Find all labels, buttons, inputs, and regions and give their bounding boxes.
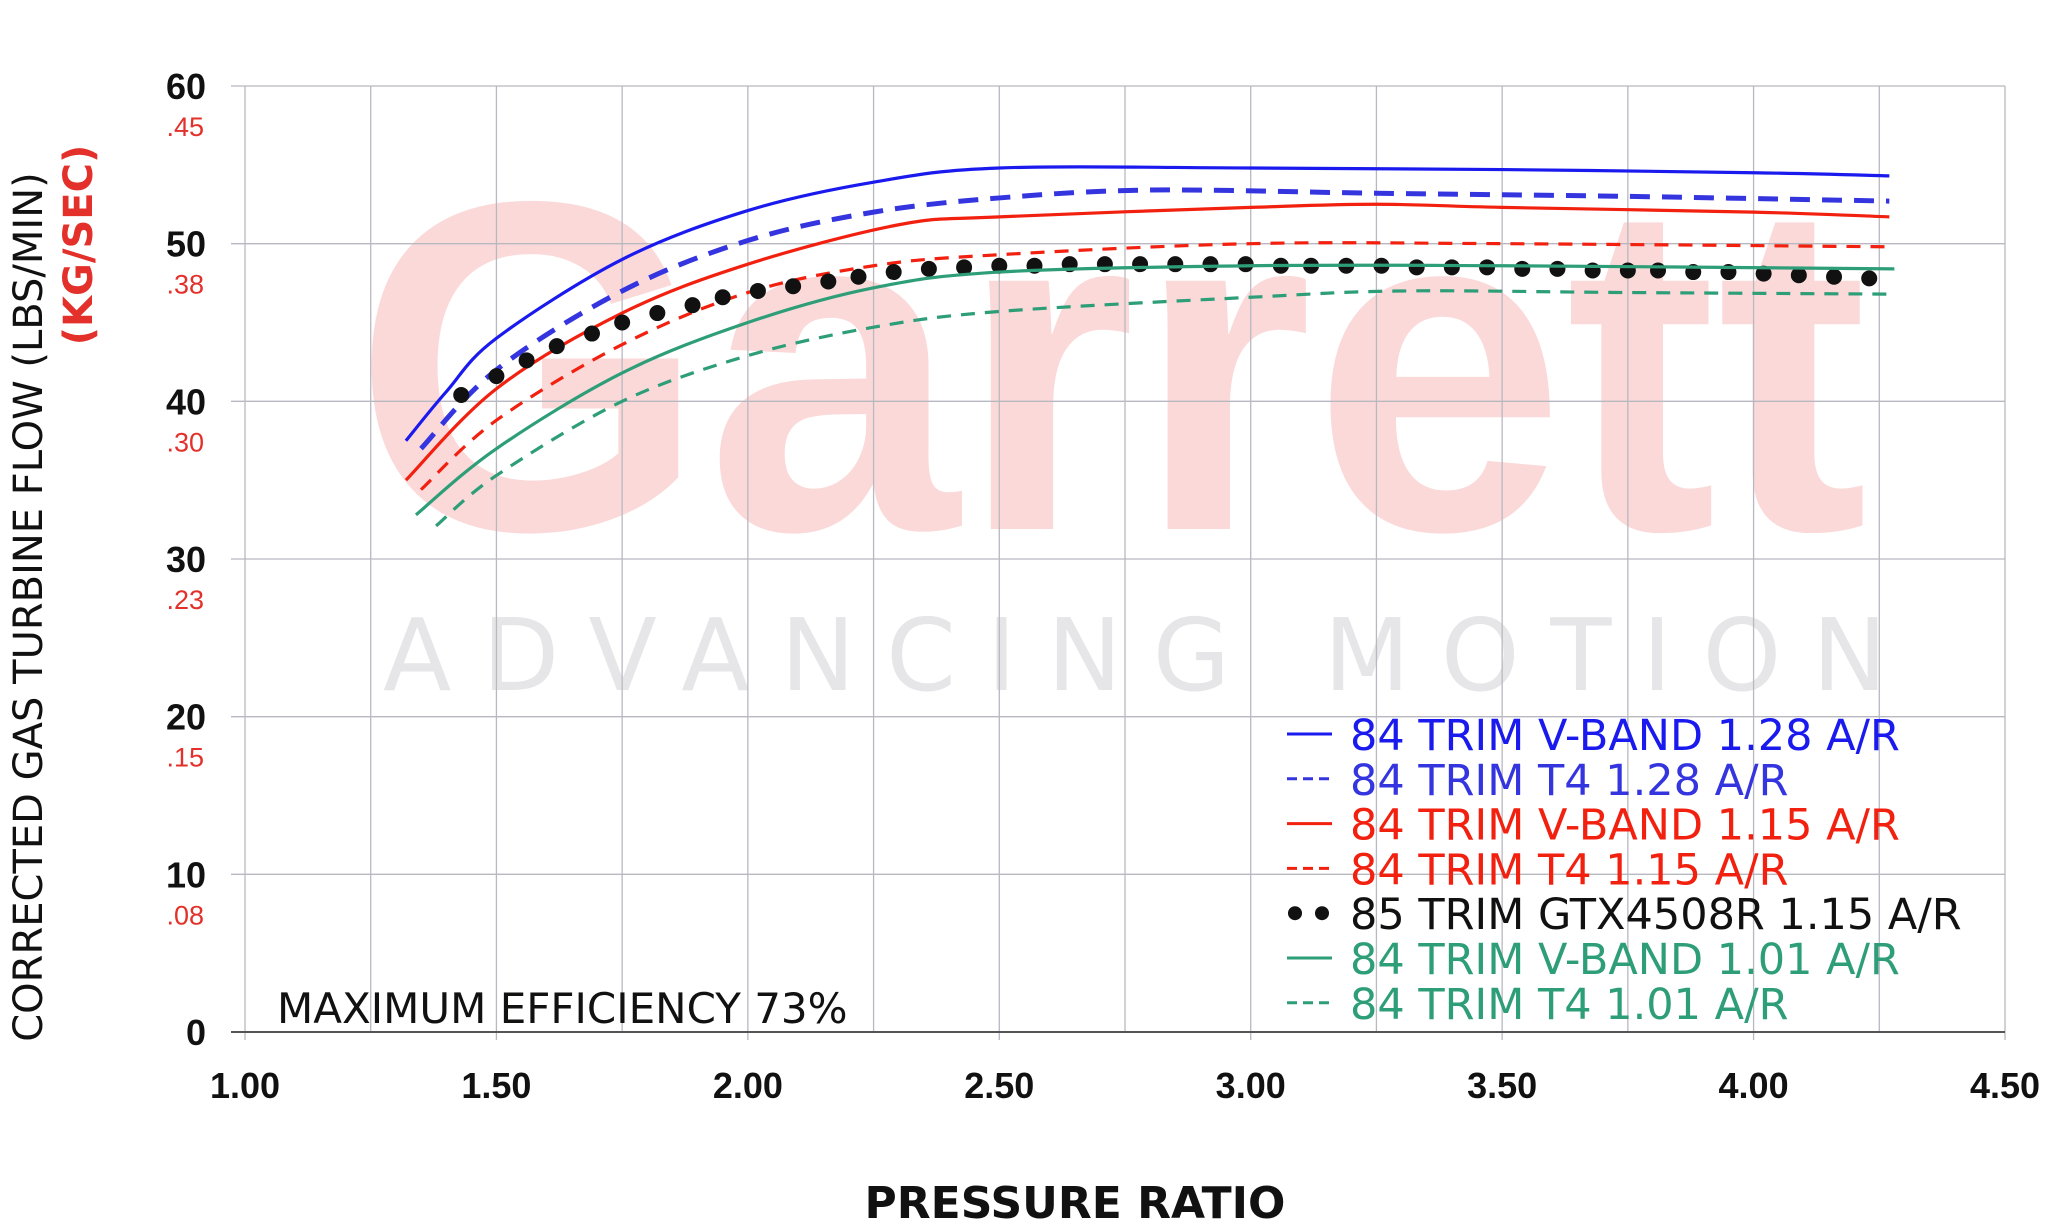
legend-item: 84 TRIM T4 1.01 A/R xyxy=(1287,980,1788,1030)
legend-item: 84 TRIM T4 1.28 A/R xyxy=(1287,756,1788,806)
x-tick-label: 2.00 xyxy=(713,1065,783,1106)
legend-item: 85 TRIM GTX4508R 1.15 A/R xyxy=(1288,890,1962,940)
data-point xyxy=(1443,259,1460,276)
data-point xyxy=(1650,262,1667,279)
x-tick-label: 3.50 xyxy=(1467,1065,1537,1106)
data-point xyxy=(1549,260,1566,277)
legend-label: 84 TRIM V-BAND 1.15 A/R xyxy=(1350,801,1900,851)
y-tick-label-secondary: .15 xyxy=(166,743,204,773)
data-point xyxy=(684,297,701,314)
data-point xyxy=(1514,260,1531,277)
y-tick-label-secondary: .45 xyxy=(166,112,204,142)
legend-item: 84 TRIM V-BAND 1.01 A/R xyxy=(1287,935,1900,985)
legend-label: 84 TRIM V-BAND 1.28 A/R xyxy=(1350,711,1900,761)
legend-item: 84 TRIM V-BAND 1.15 A/R xyxy=(1287,801,1900,851)
data-point xyxy=(1132,256,1149,273)
data-point xyxy=(1619,262,1636,279)
legend-item: 84 TRIM V-BAND 1.28 A/R xyxy=(1287,711,1900,761)
data-point xyxy=(820,273,837,290)
data-point xyxy=(1237,256,1254,273)
data-point xyxy=(1755,265,1772,282)
legend-label: 84 TRIM T4 1.01 A/R xyxy=(1350,980,1788,1030)
series-line xyxy=(419,241,1890,491)
y-tick-label-secondary: .23 xyxy=(166,585,204,615)
data-point xyxy=(785,278,802,295)
x-tick-label: 4.50 xyxy=(1970,1065,2040,1106)
x-tick-label: 4.00 xyxy=(1719,1065,1789,1106)
legend-label: 84 TRIM V-BAND 1.01 A/R xyxy=(1350,935,1900,985)
data-point xyxy=(453,387,470,404)
data-point xyxy=(991,257,1008,274)
y-tick-label: 60 xyxy=(166,66,206,107)
series-line xyxy=(419,187,1890,451)
garrett-watermark: Garrett ADVANCING MOTION xyxy=(353,104,1887,714)
y-tick-label: 40 xyxy=(166,381,206,422)
legend-dots-icon xyxy=(1315,906,1329,921)
legend-label: 85 TRIM GTX4508R 1.15 A/R xyxy=(1350,890,1962,940)
legend-dots-icon xyxy=(1288,906,1302,921)
grid xyxy=(231,85,2006,1040)
data-point xyxy=(1826,268,1843,285)
y-tick-label: 10 xyxy=(166,854,206,895)
series-line xyxy=(435,289,1890,528)
max-efficiency-note: MAXIMUM EFFICIENCY 73% xyxy=(277,984,848,1033)
legend-label: 84 TRIM T4 1.28 A/R xyxy=(1350,756,1788,806)
data-point xyxy=(614,314,631,331)
y-tick-label: 50 xyxy=(166,224,206,265)
x-tick-label: 1.50 xyxy=(461,1065,531,1106)
data-point xyxy=(850,268,867,285)
legend-label: 84 TRIM T4 1.15 A/R xyxy=(1350,845,1788,895)
data-point xyxy=(548,338,565,355)
legend: 84 TRIM V-BAND 1.28 A/R84 TRIM T4 1.28 A… xyxy=(1287,711,1962,1030)
data-point xyxy=(1408,259,1425,276)
data-point xyxy=(1167,256,1184,273)
y-tick-label-secondary: .08 xyxy=(166,900,204,930)
data-point xyxy=(1479,259,1496,276)
x-tick-label: 2.50 xyxy=(964,1065,1034,1106)
y-axis-title-secondary: (KG/SEC) xyxy=(56,145,102,346)
series-0 xyxy=(404,165,1890,442)
y-tick-label: 0 xyxy=(186,1012,206,1053)
y-axis-title: CORRECTED GAS TURBINE FLOW (LBS/MIN) xyxy=(6,172,52,1042)
data-point xyxy=(488,368,505,385)
series-line xyxy=(404,165,1890,442)
data-point xyxy=(1202,256,1219,273)
x-tick-label: 1.00 xyxy=(210,1065,280,1106)
series-3 xyxy=(419,241,1890,491)
data-point xyxy=(920,260,937,277)
legend-item: 84 TRIM T4 1.15 A/R xyxy=(1287,845,1788,895)
series-layer xyxy=(404,165,1895,528)
series-1 xyxy=(419,187,1890,451)
data-point xyxy=(1861,270,1878,287)
watermark-brand: Garrett xyxy=(353,104,1868,629)
data-point xyxy=(956,259,973,276)
y-tick-label-secondary: .38 xyxy=(166,270,204,300)
data-point xyxy=(714,289,731,306)
x-axis-title: PRESSURE RATIO xyxy=(865,1178,1286,1229)
series-5 xyxy=(414,263,1895,517)
y-tick-label: 30 xyxy=(166,539,206,580)
series-6 xyxy=(435,289,1890,528)
data-point xyxy=(749,282,766,299)
data-point xyxy=(649,305,666,322)
y-tick-label-secondary: .30 xyxy=(166,427,204,457)
y-tick-label: 20 xyxy=(166,697,206,738)
tick-labels: 1.00 1.50 2.00 2.50 3.00 3.50 4.00 4.50 0 10 20 30 4… xyxy=(166,66,2040,1106)
data-point xyxy=(1790,267,1807,284)
series-line xyxy=(414,263,1895,517)
x-tick-label: 3.00 xyxy=(1216,1065,1286,1106)
data-point xyxy=(518,352,535,369)
data-point xyxy=(885,264,902,281)
data-point xyxy=(583,325,600,342)
